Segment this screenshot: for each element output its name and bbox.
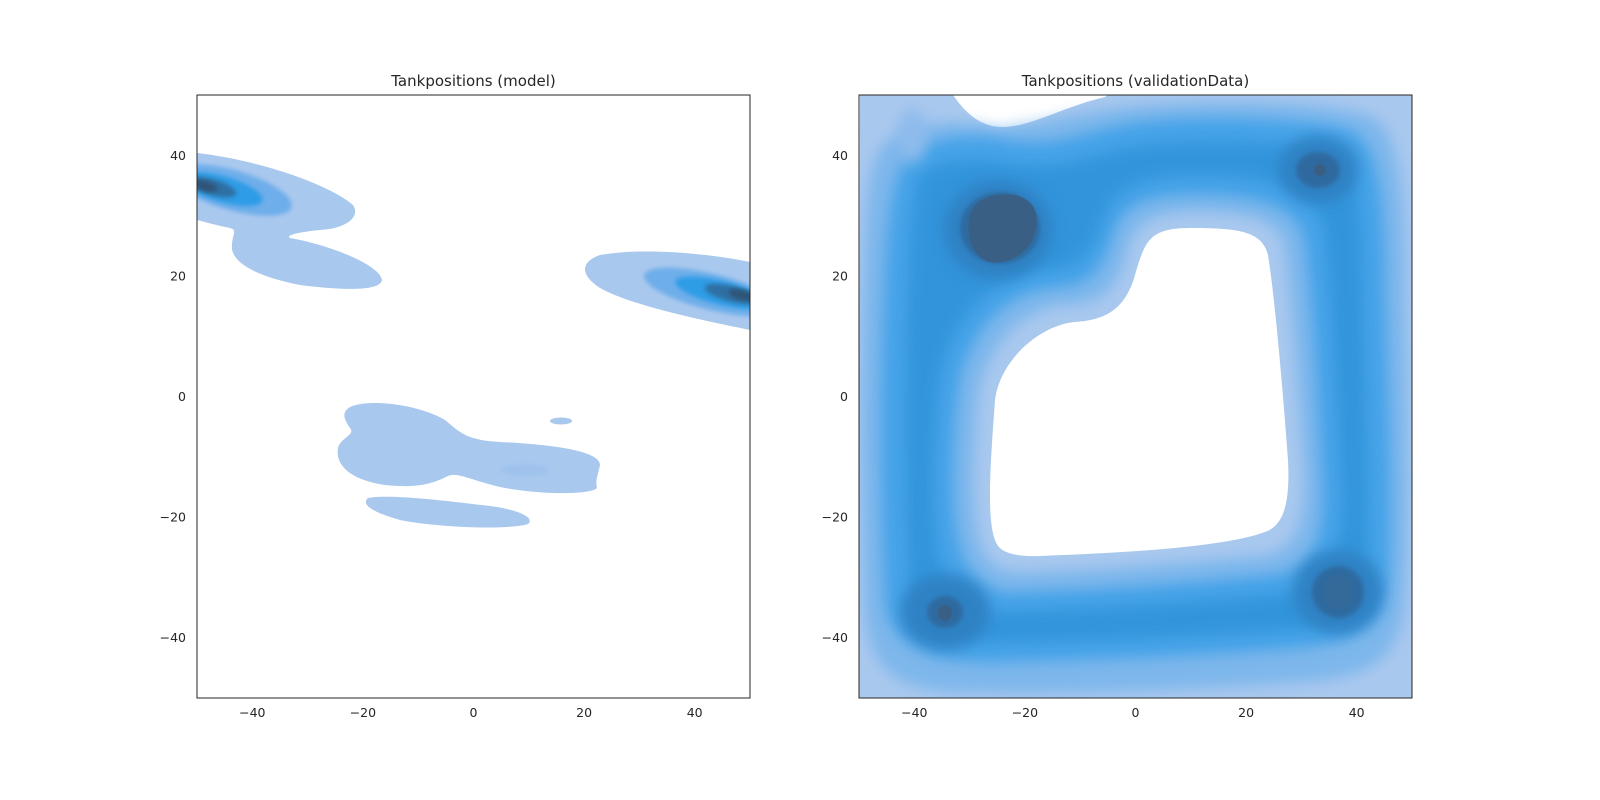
density-contour <box>500 464 550 476</box>
chart-title-model: Tankpositions (model) <box>390 72 555 90</box>
panel-validation: Tankpositions (validationData) <box>822 72 1413 720</box>
chart-title-validation: Tankpositions (validationData) <box>1021 72 1249 90</box>
x-tick-label: −20 <box>1012 705 1038 720</box>
y-tick-label: −20 <box>160 510 186 525</box>
density-contour <box>898 107 926 163</box>
y-tick-label: 0 <box>178 389 186 404</box>
density-peak-lower-left <box>900 574 990 650</box>
density-peak <box>728 289 750 301</box>
density-peak <box>968 194 1037 263</box>
x-tick-label: 40 <box>1349 705 1365 720</box>
y-tick-label: −40 <box>160 630 186 645</box>
density-peak <box>1324 574 1352 610</box>
plot-frame-model <box>196 94 751 699</box>
density-peak-lower-right <box>1293 550 1383 634</box>
x-tick-label: −20 <box>350 705 376 720</box>
y-tick-label: 40 <box>832 148 848 163</box>
y-axis-ticks-validation: −40 −20 0 20 40 <box>822 148 848 645</box>
plot-frame-validation <box>858 94 1413 699</box>
density-region-right <box>585 251 750 330</box>
x-tick-label: 0 <box>1132 705 1140 720</box>
density-peak <box>938 605 952 621</box>
x-tick-label: 20 <box>576 705 592 720</box>
y-tick-label: 40 <box>170 148 186 163</box>
density-model <box>197 153 750 528</box>
x-axis-ticks-model: −40 −20 0 20 40 <box>239 705 703 720</box>
density-peak <box>197 180 218 192</box>
density-validation <box>859 95 1412 698</box>
y-axis-ticks-model: −40 −20 0 20 40 <box>160 148 186 645</box>
y-tick-label: 0 <box>840 389 848 404</box>
density-peak-upper-right <box>1278 136 1358 204</box>
x-tick-label: 20 <box>1238 705 1254 720</box>
density-peak-upper-left <box>943 180 1053 280</box>
density-peak <box>1314 164 1326 176</box>
density-region-upper-left <box>197 153 382 289</box>
y-tick-label: 20 <box>832 268 848 283</box>
x-axis-ticks-validation: −40 −20 0 20 40 <box>901 705 1365 720</box>
x-tick-label: 40 <box>687 705 703 720</box>
x-tick-label: 0 <box>470 705 478 720</box>
y-tick-label: 20 <box>170 268 186 283</box>
panel-model: Tankpositions (model) <box>160 72 751 720</box>
density-contour <box>550 417 572 425</box>
y-tick-label: −20 <box>822 510 848 525</box>
y-tick-label: −40 <box>822 630 848 645</box>
density-contour <box>365 496 530 528</box>
x-tick-label: −40 <box>239 705 265 720</box>
x-tick-label: −40 <box>901 705 927 720</box>
density-region-middle <box>337 403 600 528</box>
